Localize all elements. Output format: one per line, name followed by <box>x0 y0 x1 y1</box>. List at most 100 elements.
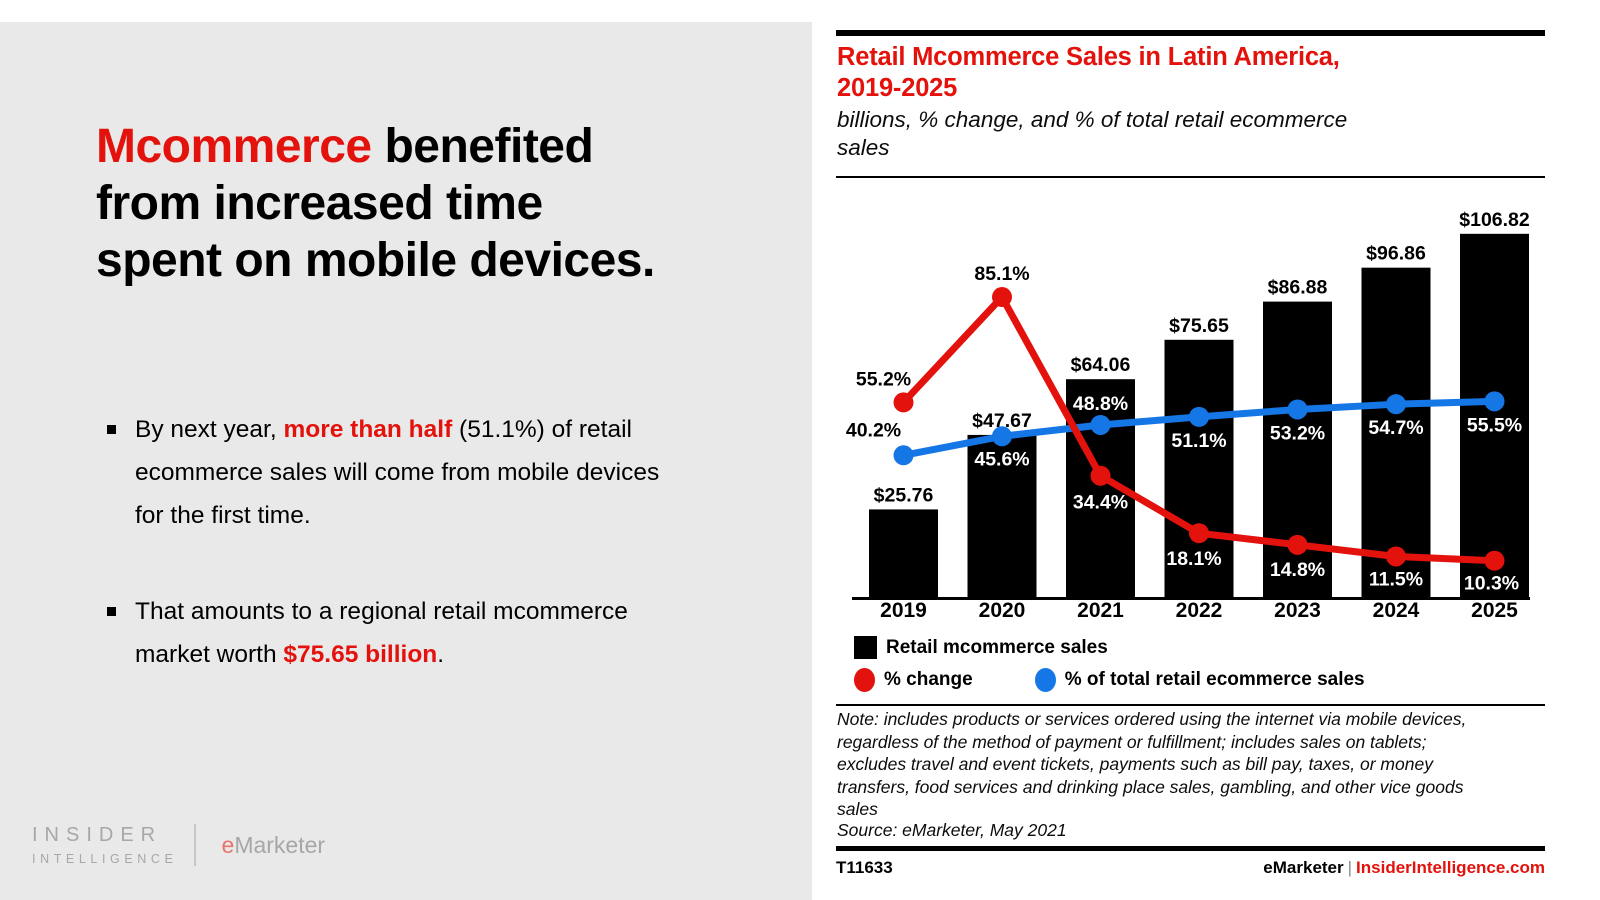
bullet-item: That amounts to a regional retail mcomme… <box>105 590 665 676</box>
legend-label-pct-change: % change <box>884 669 973 690</box>
legend-swatch-bars <box>854 636 877 659</box>
brand-logos: INSIDER INTELLIGENCE eMarketer <box>32 824 325 866</box>
headline: Mcommerce benefited from increased time sp… <box>96 118 736 289</box>
ecommerce-share-label: 48.8% <box>1073 393 1128 415</box>
source: Source: eMarketer, May 2021 <box>837 820 1067 840</box>
text-segment: benefited <box>371 120 594 173</box>
bar <box>967 434 1037 597</box>
ecommerce-share-point <box>1386 394 1406 415</box>
bar-value-label: $75.65 <box>1169 315 1229 337</box>
note-line: Note: includes products or services orde… <box>837 709 1467 729</box>
x-axis-year-label: 2019 <box>880 599 927 622</box>
pct-change-point <box>1386 546 1406 567</box>
insider-logo-line1: INSIDER <box>32 824 163 846</box>
top-rule <box>836 30 1545 36</box>
chart-subtitle-line2: sales <box>837 135 890 160</box>
note: Note: includes products or services orde… <box>837 708 1546 821</box>
pct-change-point <box>893 392 914 413</box>
ecommerce-share-label: 54.7% <box>1368 417 1423 439</box>
insider-logo-line2: INTELLIGENCE <box>32 852 178 866</box>
footer-brand-line: eMarketer | InsiderIntelligence.com <box>1263 858 1545 878</box>
bar <box>1460 233 1529 597</box>
text-segment: By next year, <box>135 416 284 443</box>
legend-swatch-pct-change <box>854 668 875 692</box>
chart-subtitle-line1: billions, % change, and % of total retai… <box>837 107 1348 132</box>
left-panel: Mcommerce benefited from increased time sp… <box>0 22 812 900</box>
ecommerce-share-label: 51.1% <box>1171 430 1226 452</box>
ecommerce-share-label: 53.2% <box>1270 422 1325 444</box>
headline-line: spent on mobile devices. <box>96 232 736 289</box>
bar-value-label: $86.88 <box>1268 277 1328 299</box>
header-divider-rule <box>836 176 1545 178</box>
ecommerce-share-point <box>1287 399 1308 420</box>
logo-divider <box>193 824 196 866</box>
pct-change-point <box>1189 523 1209 544</box>
bar-value-label: $64.06 <box>1071 354 1131 376</box>
bar-value-label: $96.86 <box>1366 243 1426 265</box>
ecommerce-share-label: 55.5% <box>1467 414 1522 436</box>
ecommerce-share-point <box>893 445 914 466</box>
ecommerce-share-point <box>1189 406 1209 427</box>
footer-site-link[interactable]: InsiderIntelligence.com <box>1356 858 1545 877</box>
pct-change-point <box>1484 550 1505 571</box>
footer-rule <box>836 846 1545 851</box>
text-segment: . <box>437 641 445 668</box>
chart-title-line2: 2019-2025 <box>837 74 958 102</box>
bar-value-label: $25.76 <box>874 484 934 506</box>
bar <box>1361 267 1431 597</box>
emarketer-logo: eMarketer <box>222 832 326 859</box>
ecommerce-share-point <box>1484 391 1505 412</box>
chart-title-line1: Retail Mcommerce Sales in Latin America, <box>837 43 1340 71</box>
note-line: sales <box>837 799 878 819</box>
ecommerce-share-label: 45.6% <box>974 448 1029 470</box>
legend-swatch-ecommerce-share <box>1034 668 1056 692</box>
text-segment: spent on mobile devices. <box>96 234 655 287</box>
x-axis-year-label: 2020 <box>979 599 1026 622</box>
x-axis-year-label: 2023 <box>1274 599 1321 622</box>
pct-change-label: 14.8% <box>1270 559 1325 581</box>
legend-row-bars: Retail mcommerce sales <box>854 636 1108 659</box>
legend-label-ecommerce-share: % of total retail ecommerce sales <box>1064 669 1365 690</box>
note-line: transfers, food services and drinking pl… <box>837 776 1464 797</box>
text-segment: (51.1%) of retail ecommerce sales will c… <box>135 416 660 529</box>
highlighted-text: Mcommerce <box>96 120 372 173</box>
pct-change-label: 18.1% <box>1166 548 1221 570</box>
emarketer-logo-rest: Marketer <box>234 831 326 858</box>
legend-label-bars: Retail mcommerce sales <box>886 636 1108 658</box>
headline-line: from increased time <box>96 175 736 232</box>
pct-change-point <box>1090 465 1111 486</box>
pct-change-point <box>992 287 1012 308</box>
bar <box>1164 339 1234 597</box>
pct-change-label: 55.2% <box>856 368 911 390</box>
combo-chart: $25.76 $47.67 $64.06 $75.65 $86.88 $96.86 $106… <box>846 209 1530 622</box>
bullet-list: By next year, more than half (51.1%) of … <box>105 408 665 676</box>
legend-row-lines: % change % of total retail ecommerce sal… <box>854 668 1365 692</box>
x-axis-year-label: 2022 <box>1176 599 1223 622</box>
note-line: regardless of the method of payment or f… <box>837 731 1427 752</box>
bullet-item: By next year, more than half (51.1%) of … <box>105 408 665 537</box>
x-axis-year-label: 2024 <box>1373 599 1420 622</box>
bar <box>869 509 938 597</box>
pct-change-label: 11.5% <box>1369 568 1423 590</box>
text-segment: That amounts to a regional retail mcomme… <box>135 598 628 668</box>
pct-change-label: 10.3% <box>1464 573 1519 595</box>
x-axis-year-label: 2021 <box>1077 599 1124 622</box>
note-line: excludes travel and event tickets, payme… <box>837 754 1433 774</box>
text-segment: from increased time <box>96 177 543 230</box>
ecommerce-share-point <box>1090 414 1111 435</box>
highlighted-text: more than half <box>283 416 453 443</box>
footer-separator: | <box>1347 858 1353 877</box>
bar-value-label: $106.82 <box>1459 209 1530 231</box>
footer-emarketer: eMarketer <box>1263 858 1344 877</box>
pct-change-point <box>1287 534 1308 555</box>
bar-value-label: $47.67 <box>972 410 1032 432</box>
note-divider-rule <box>836 704 1545 706</box>
emarketer-logo-e: e <box>221 831 235 858</box>
chart-id: T11633 <box>836 858 893 877</box>
chart-panel: Retail Mcommerce Sales in Latin America,… <box>836 0 1545 900</box>
headline-line: Mcommerce benefited <box>96 118 736 175</box>
pct-change-label: 34.4% <box>1073 492 1128 514</box>
x-axis-year-label: 2025 <box>1471 599 1518 622</box>
ecommerce-share-label: 40.2% <box>846 419 901 441</box>
